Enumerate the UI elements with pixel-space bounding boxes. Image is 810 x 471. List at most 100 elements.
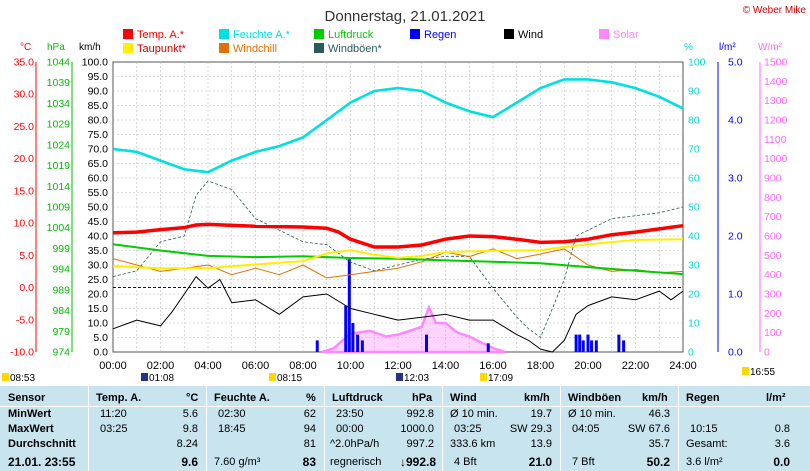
pressure-axis-tick: 989	[52, 284, 70, 296]
legend-swatch	[123, 29, 133, 39]
humidity-axis-unit: %	[684, 42, 693, 53]
wind-avg10-label: Ø 10 min.	[450, 408, 498, 420]
wind-axis-tick: 100.0	[82, 57, 108, 69]
hum-min: 62	[303, 408, 316, 420]
rain-bar	[574, 334, 578, 352]
rain-axis-tick: 3.0	[728, 173, 743, 185]
chart-title: Donnerstag, 21.01.2021	[325, 8, 486, 25]
rain-current-text: 3.6 l/m²	[686, 456, 723, 468]
wind-axis-tick: 50.0	[88, 202, 109, 214]
solar-axis-tick: 600	[764, 231, 782, 243]
x-tick-label: 22:00	[622, 360, 650, 372]
temp-axis-unit: °C	[20, 42, 31, 53]
rain-axis-tick: 5.0	[728, 57, 743, 69]
wind-axis-tick: 55.0	[88, 187, 109, 199]
temp-min: 5.6	[182, 408, 198, 420]
series-temp-a	[112, 222, 684, 249]
pressure-axis-tick: 994	[52, 264, 70, 276]
header-wind: Wind	[450, 392, 477, 404]
marker-icon-moon	[396, 373, 403, 381]
wind-axis-unit: km/h	[79, 42, 101, 53]
temp-axis-tick: 20.0	[14, 153, 35, 165]
rain-bar	[586, 334, 590, 352]
pressure-axis-tick: 974	[52, 347, 70, 359]
x-tick-label: 14:00	[432, 360, 460, 372]
rain-bar	[315, 340, 319, 352]
wind-axis-tick: 20.0	[88, 289, 109, 301]
rain-bar	[425, 334, 428, 352]
legend-swatch	[219, 29, 229, 39]
wind-current: 21.0	[528, 455, 552, 469]
temp-max: 9.8	[182, 423, 198, 435]
humidity-axis-tick: 60	[688, 173, 700, 185]
pressure-axis-tick: 1039	[47, 77, 71, 89]
credit-text[interactable]: © Weber Mike	[743, 5, 807, 16]
wind-axis-tick: 65.0	[88, 158, 109, 170]
header-press-unit: hPa	[412, 392, 433, 404]
solar-axis-tick: 900	[764, 173, 782, 185]
row-label-date: 21.01. 23:55	[8, 455, 76, 469]
temp-axis-tick: 0.0	[19, 282, 34, 294]
press-weather: regnerisch	[330, 456, 382, 468]
legend-label: Wind	[518, 29, 543, 41]
rain-axis-tick: 4.0	[728, 115, 743, 127]
rain-axis-tick: 0.0	[728, 347, 743, 359]
gust-avg: 35.7	[648, 438, 670, 450]
temp-axis-tick: -10.0	[10, 347, 34, 359]
wind-axis-tick: 70.0	[88, 144, 109, 156]
rain-max-time: 10:15	[690, 423, 718, 435]
header-rain: Regen	[686, 392, 720, 404]
marker-label: 08:53	[10, 373, 35, 384]
gust-max-time: 04:05	[572, 423, 600, 435]
temp-axis-tick: 15.0	[14, 185, 35, 197]
rain-bar	[594, 340, 598, 352]
header-gust: Windböen	[568, 392, 622, 404]
legend-swatch	[314, 29, 324, 39]
legend-swatch	[410, 29, 420, 39]
x-tick-label: 02:00	[147, 360, 175, 372]
solar-axis-tick: 500	[764, 250, 782, 262]
header-press: Luftdruck	[332, 392, 383, 404]
temp-axis-tick: 35.0	[14, 57, 35, 69]
gust-max: SW 67.6	[627, 423, 670, 435]
marker-label: 12:03	[404, 373, 429, 384]
row-label-max: MaxWert	[8, 423, 54, 435]
header-hum-unit: %	[306, 392, 316, 404]
temp-axis-tick: -5.0	[16, 314, 34, 326]
legend-swatch	[504, 29, 514, 39]
humidity-axis-tick: 10	[688, 318, 700, 330]
legend-swatch	[599, 29, 609, 39]
rain-total: 3.6	[774, 438, 790, 450]
summary-table: Sensor Temp. A. °C Feuchte A. % Luftdruc…	[0, 386, 810, 471]
legend-swatch	[219, 43, 229, 53]
x-tick-label: 00:00	[99, 360, 127, 372]
marker-icon-sun	[480, 373, 487, 381]
rain-bar	[617, 334, 621, 352]
header-temp-unit: °C	[186, 392, 199, 404]
pressure-axis-tick: 999	[52, 243, 70, 255]
x-tick-label: 10:00	[337, 360, 365, 372]
marker-icon-sunrise	[2, 373, 9, 381]
press-max: 1000.0	[400, 423, 434, 435]
humidity-axis-tick: 40	[688, 231, 700, 243]
humidity-axis-tick: 70	[688, 144, 700, 156]
pressure-axis-tick: 984	[52, 305, 70, 317]
press-max-time: 00:00	[336, 423, 364, 435]
press-min-time: 23:50	[336, 408, 364, 420]
marker-label: 16:55	[750, 367, 775, 378]
header-rain-unit: l/m²	[766, 392, 786, 404]
solar-axis-unit: W/m²	[758, 42, 783, 53]
temp-max-time: 03:25	[100, 423, 128, 435]
hum-max: 94	[303, 423, 316, 435]
press-min: 992.8	[406, 408, 434, 420]
hum-avg: 81	[303, 438, 316, 450]
legend: Temp. A.* Feuchte A.* Luftdruck Regen Wind So…	[123, 29, 639, 55]
series-windchill	[112, 248, 684, 279]
wind-distance: 333.6 km	[450, 438, 496, 450]
temp-axis-tick: 5.0	[19, 250, 34, 262]
pressure-axis-tick: 979	[52, 326, 70, 338]
hum-max-time: 18:45	[218, 423, 246, 435]
solar-axis-tick: 400	[764, 269, 782, 281]
x-tick-label: 20:00	[574, 360, 602, 372]
temp-min-time: 11:20	[100, 408, 127, 420]
